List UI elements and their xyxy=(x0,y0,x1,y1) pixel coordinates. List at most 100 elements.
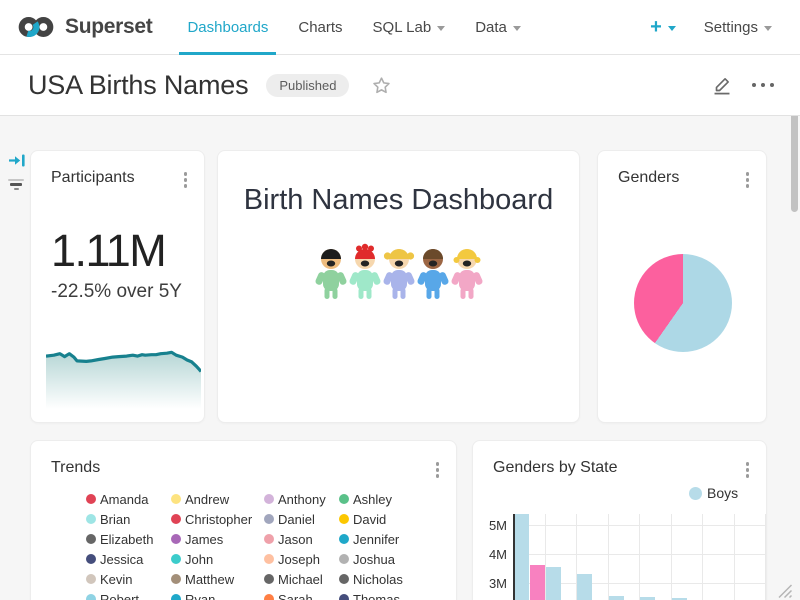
settings-menu[interactable]: Settings xyxy=(704,19,772,36)
chart-title: Trends xyxy=(51,459,100,477)
more-actions-icon[interactable] xyxy=(748,79,779,92)
settings-label: Settings xyxy=(704,19,758,36)
legend-item-amanda[interactable]: Amanda xyxy=(86,489,171,509)
legend-item-robert[interactable]: Robert xyxy=(86,589,171,600)
expand-filter-bar-icon[interactable] xyxy=(9,153,26,168)
bar-girls[interactable] xyxy=(530,565,545,600)
chevron-down-icon xyxy=(437,26,445,31)
nav-item-dashboards[interactable]: Dashboards xyxy=(172,0,283,54)
legend-item-joshua[interactable]: Joshua xyxy=(339,549,434,569)
gridline xyxy=(702,514,703,600)
legend-dot xyxy=(171,574,181,584)
legend-label: Joseph xyxy=(278,552,320,567)
genders-pie-chart[interactable] xyxy=(634,254,732,352)
legend-item-joseph[interactable]: Joseph xyxy=(264,549,339,569)
legend-dot xyxy=(339,534,349,544)
legend-dot xyxy=(264,514,274,524)
legend-item-ashley[interactable]: Ashley xyxy=(339,489,434,509)
kid-figure xyxy=(450,249,483,299)
genders-by-state-card: Genders by State Boys 5M4M3M xyxy=(472,440,767,600)
legend-label: David xyxy=(353,512,386,527)
bar-boys[interactable] xyxy=(577,574,592,600)
kid-figure xyxy=(416,249,449,299)
legend-item-jason[interactable]: Jason xyxy=(264,529,339,549)
y-axis-tick: 3M xyxy=(481,576,507,591)
legend-label: Ashley xyxy=(353,492,392,507)
legend-item-david[interactable]: David xyxy=(339,509,434,529)
legend-item-michael[interactable]: Michael xyxy=(264,569,339,589)
bar-boys[interactable] xyxy=(546,567,561,600)
legend-item-anthony[interactable]: Anthony xyxy=(264,489,339,509)
legend-label: Ryan xyxy=(185,592,215,600)
bar-boys[interactable] xyxy=(609,596,624,600)
nav-item-label: Dashboards xyxy=(187,19,268,36)
kid-figure xyxy=(382,249,415,299)
top-nav: Superset Dashboards Charts SQL Lab Data + S… xyxy=(0,0,800,55)
kebab-menu-icon[interactable] xyxy=(181,169,191,191)
nav-item-data[interactable]: Data xyxy=(460,0,536,54)
nav-item-sql-lab[interactable]: SQL Lab xyxy=(358,0,461,54)
dashboard-heading: Birth Names Dashboard xyxy=(218,184,579,217)
legend-label: Daniel xyxy=(278,512,315,527)
kid-figure xyxy=(314,249,347,299)
legend-dot xyxy=(86,554,96,564)
legend-label: Amanda xyxy=(100,492,148,507)
header-actions xyxy=(711,74,779,96)
legend-dot xyxy=(171,554,181,564)
legend-item-james[interactable]: James xyxy=(171,529,264,549)
nav-item-label: Charts xyxy=(298,19,342,36)
filter-icon[interactable] xyxy=(6,179,26,190)
plus-icon: + xyxy=(650,17,662,37)
legend-item-andrew[interactable]: Andrew xyxy=(171,489,264,509)
legend-item-daniel[interactable]: Daniel xyxy=(264,509,339,529)
superset-dashboard-screen: Superset Dashboards Charts SQL Lab Data + S… xyxy=(0,0,800,600)
participants-card: Participants 1.11M -22.5% over 5Y xyxy=(30,150,205,423)
legend-item-christopher[interactable]: Christopher xyxy=(171,509,264,529)
markdown-title-card: Birth Names Dashboard xyxy=(217,150,580,423)
edit-dashboard-icon[interactable] xyxy=(711,74,733,96)
nav-item-label: Data xyxy=(475,19,507,36)
legend-label: Robert xyxy=(100,592,139,600)
legend-label: Kevin xyxy=(100,572,133,587)
brand-name[interactable]: Superset xyxy=(65,15,152,39)
legend-dot xyxy=(264,574,274,584)
legend-item-sarah[interactable]: Sarah xyxy=(264,589,339,600)
big-number-subheader: -22.5% over 5Y xyxy=(51,281,182,303)
legend-item-jessica[interactable]: Jessica xyxy=(86,549,171,569)
legend-label: Sarah xyxy=(278,592,313,600)
legend-item-nicholas[interactable]: Nicholas xyxy=(339,569,434,589)
trends-card: Trends Amanda Andrew Anthony Ashley BrianChr… xyxy=(30,440,457,600)
legend-item-elizabeth[interactable]: Elizabeth xyxy=(86,529,171,549)
y-axis-tick: 5M xyxy=(481,518,507,533)
new-item-button[interactable]: + xyxy=(650,17,676,37)
gridline xyxy=(639,514,640,600)
legend-item-jennifer[interactable]: Jennifer xyxy=(339,529,434,549)
legend-item-matthew[interactable]: Matthew xyxy=(171,569,264,589)
genders-card: Genders xyxy=(597,150,767,423)
legend-label: Andrew xyxy=(185,492,229,507)
chevron-down-icon xyxy=(668,26,676,31)
legend-item-thomas[interactable]: Thomas xyxy=(339,589,434,600)
favorite-star-icon[interactable] xyxy=(371,75,392,96)
legend-item-john[interactable]: John xyxy=(171,549,264,569)
superset-logo-icon[interactable] xyxy=(14,14,58,40)
chevron-down-icon xyxy=(764,26,772,31)
legend-dot xyxy=(339,554,349,564)
bar-chart-plot: 5M4M3M xyxy=(473,441,767,600)
resize-handle[interactable] xyxy=(776,582,793,599)
legend-item-brian[interactable]: Brian xyxy=(86,509,171,529)
trend-sparkline-chart xyxy=(46,339,201,409)
legend-label: Elizabeth xyxy=(100,532,153,547)
legend-dot xyxy=(264,494,274,504)
legend-label: Thomas xyxy=(353,592,400,600)
nav-item-charts[interactable]: Charts xyxy=(283,0,357,54)
trends-legend: Amanda Andrew Anthony Ashley BrianChristophe… xyxy=(86,489,434,600)
kebab-menu-icon[interactable] xyxy=(433,459,443,481)
nav-right: + Settings xyxy=(650,17,772,37)
legend-item-kevin[interactable]: Kevin xyxy=(86,569,171,589)
bar-boys[interactable] xyxy=(514,514,529,600)
gridline xyxy=(671,514,672,600)
published-badge[interactable]: Published xyxy=(266,74,349,97)
legend-item-ryan[interactable]: Ryan xyxy=(171,589,264,600)
kebab-menu-icon[interactable] xyxy=(743,169,753,191)
